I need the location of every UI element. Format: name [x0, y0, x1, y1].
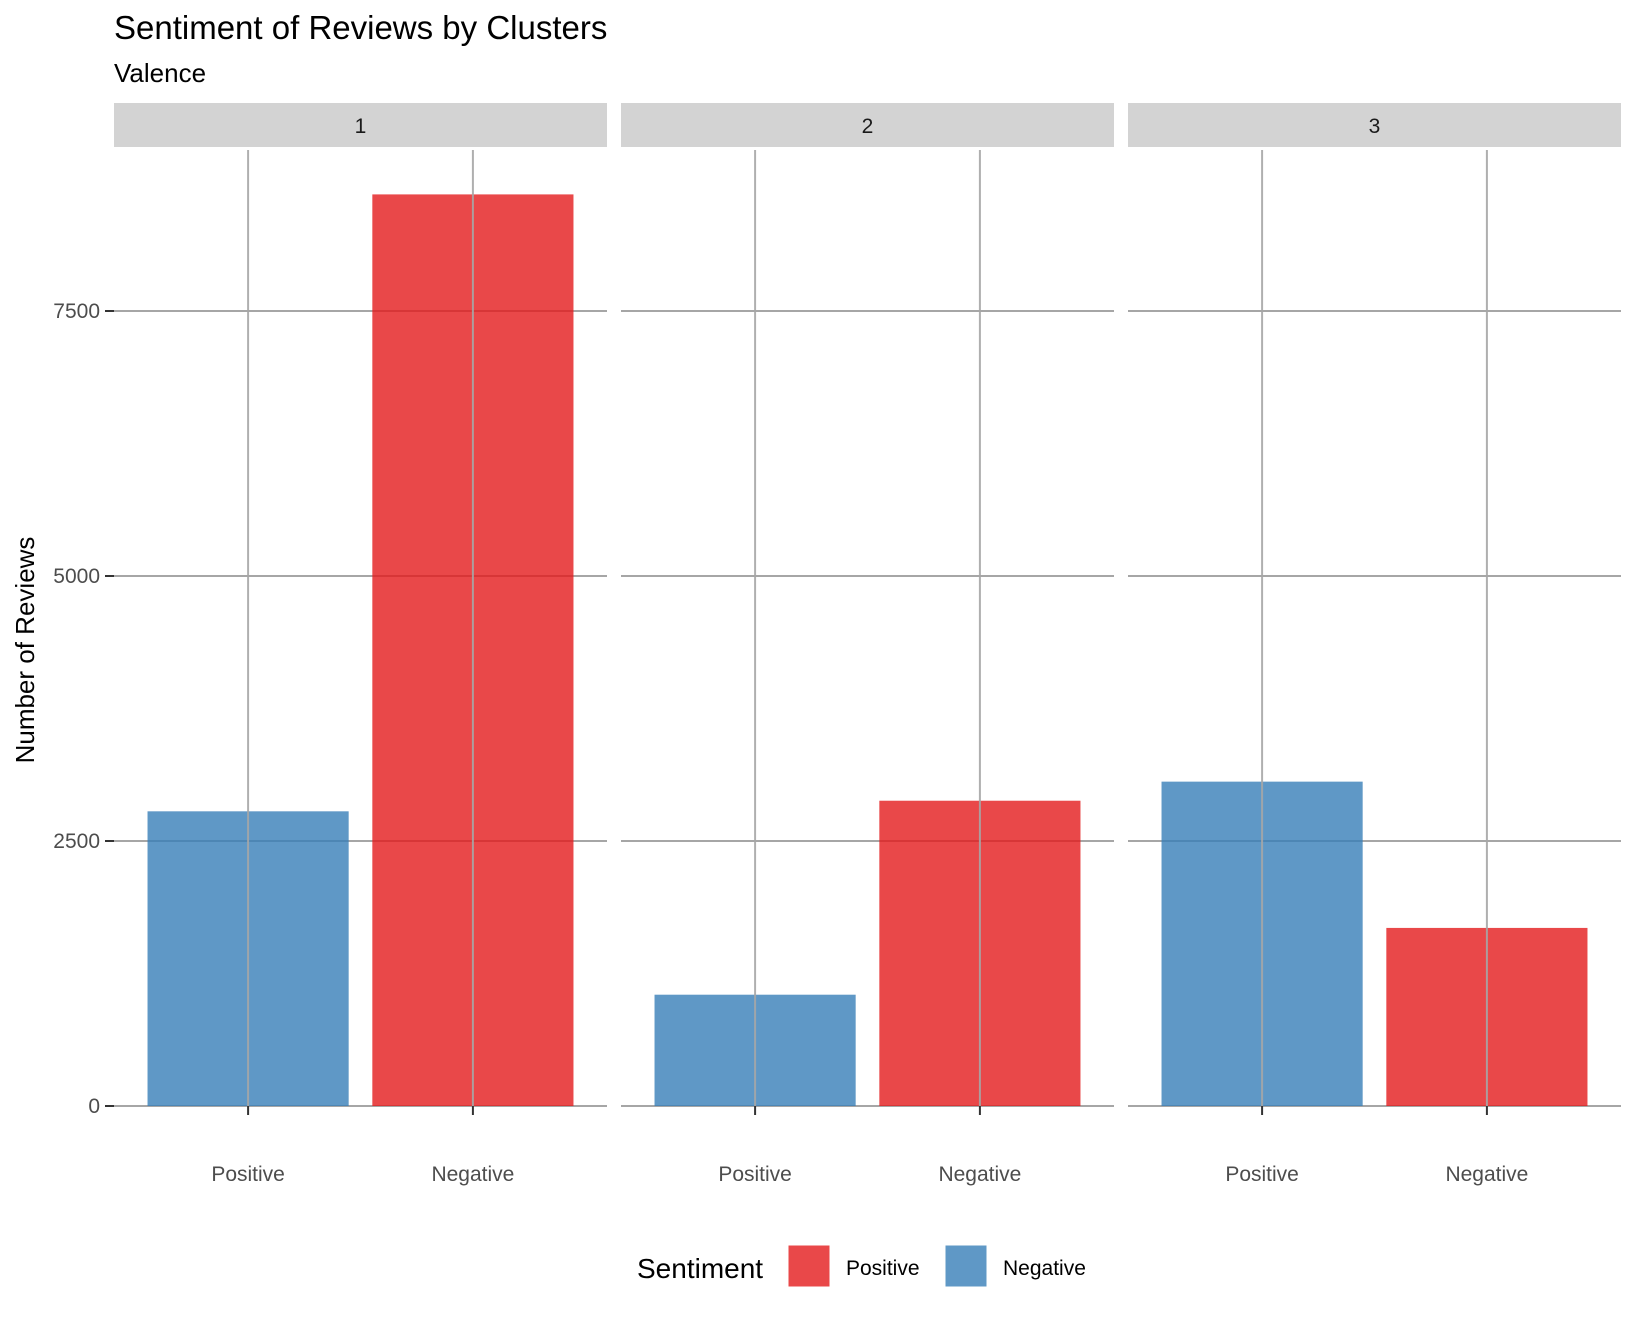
facet-panel-3: 3 Positive Negative	[1128, 103, 1621, 1186]
facet-strip-label: 3	[1369, 115, 1381, 138]
y-tick-label: 7500	[53, 300, 100, 323]
facet-panel-2: 2 Positive Negative	[621, 103, 1114, 1186]
y-tick-label: 5000	[53, 565, 100, 588]
facet-strip-label: 2	[862, 115, 874, 138]
y-tick-label: 0	[88, 1095, 100, 1118]
facet-strip	[621, 103, 1114, 147]
chart-subtitle: Valence	[114, 58, 206, 88]
y-tick-label: 2500	[53, 830, 100, 853]
legend-key-negative	[944, 1244, 988, 1288]
x-tick-label: Positive	[211, 1163, 285, 1186]
legend-label-positive: Positive	[846, 1257, 920, 1280]
facet-strip	[114, 103, 607, 147]
x-tick-label: Negative	[1445, 1163, 1528, 1186]
y-axis: 0 2500 5000 7500	[53, 300, 114, 1118]
legend-key-positive	[787, 1244, 831, 1288]
chart-title: Sentiment of Reviews by Clusters	[114, 9, 607, 46]
facet-strip	[1128, 103, 1621, 147]
legend-entries: Positive Negative	[787, 1244, 1086, 1288]
facet-panels: 1 Positive Negative 2 Positive Negative 3 Posit…	[114, 103, 1621, 1186]
x-tick-label: Negative	[431, 1163, 514, 1186]
legend-label-negative: Negative	[1003, 1257, 1086, 1280]
legend: Sentiment Positive Negative	[637, 1244, 1086, 1288]
x-tick-label: Positive	[718, 1163, 792, 1186]
facet-panel-1: 1 Positive Negative	[114, 103, 607, 1186]
y-axis-label: Number of Reviews	[10, 537, 40, 764]
facet-strip-label: 1	[355, 115, 367, 138]
legend-title: Sentiment	[637, 1253, 763, 1284]
x-tick-label: Negative	[938, 1163, 1021, 1186]
x-tick-label: Positive	[1225, 1163, 1299, 1186]
